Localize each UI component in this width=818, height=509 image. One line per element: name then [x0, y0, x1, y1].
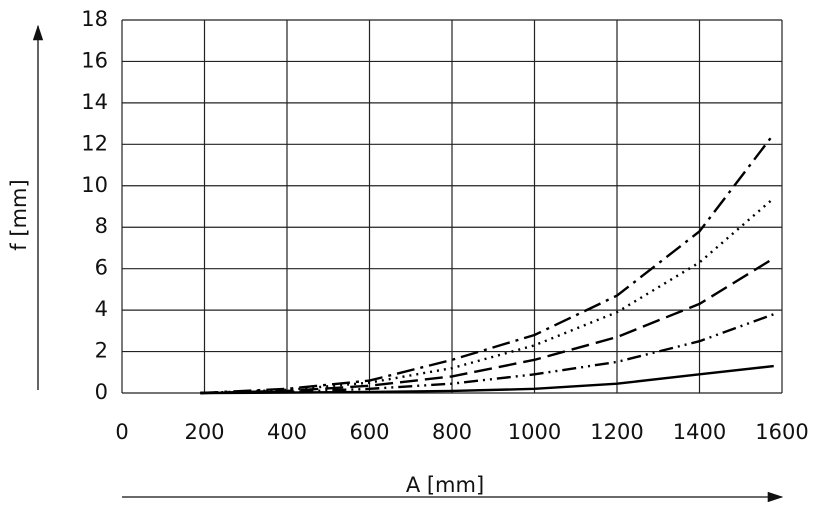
- y-tick-label: 14: [81, 90, 108, 114]
- y-tick-label: 16: [81, 48, 108, 72]
- x-tick-label: 400: [267, 420, 307, 444]
- x-tick-label: 1600: [755, 420, 808, 444]
- x-tick-label: 600: [349, 420, 389, 444]
- y-tick-label: 8: [95, 214, 108, 238]
- x-tick-label: 1400: [673, 420, 726, 444]
- y-tick-label: 12: [81, 131, 108, 155]
- y-tick-label: 10: [81, 173, 108, 197]
- series-line: [200, 257, 775, 395]
- y-tick-label: 0: [95, 380, 108, 404]
- y-axis-label: f [mm]: [7, 179, 31, 250]
- x-tick-label: 1000: [508, 420, 561, 444]
- y-tick-label: 2: [95, 339, 108, 363]
- y-tick-label: 4: [95, 297, 108, 321]
- x-tick-label: 1200: [590, 420, 643, 444]
- x-tick-label: 800: [432, 420, 472, 444]
- y-tick-label: 6: [95, 256, 108, 280]
- x-axis-label: A [mm]: [406, 473, 484, 497]
- x-tick-label: 200: [184, 420, 224, 444]
- y-tick-label: 18: [81, 7, 108, 31]
- x-tick-label: 0: [115, 420, 128, 444]
- series-line: [200, 133, 775, 395]
- series-line: [200, 313, 775, 395]
